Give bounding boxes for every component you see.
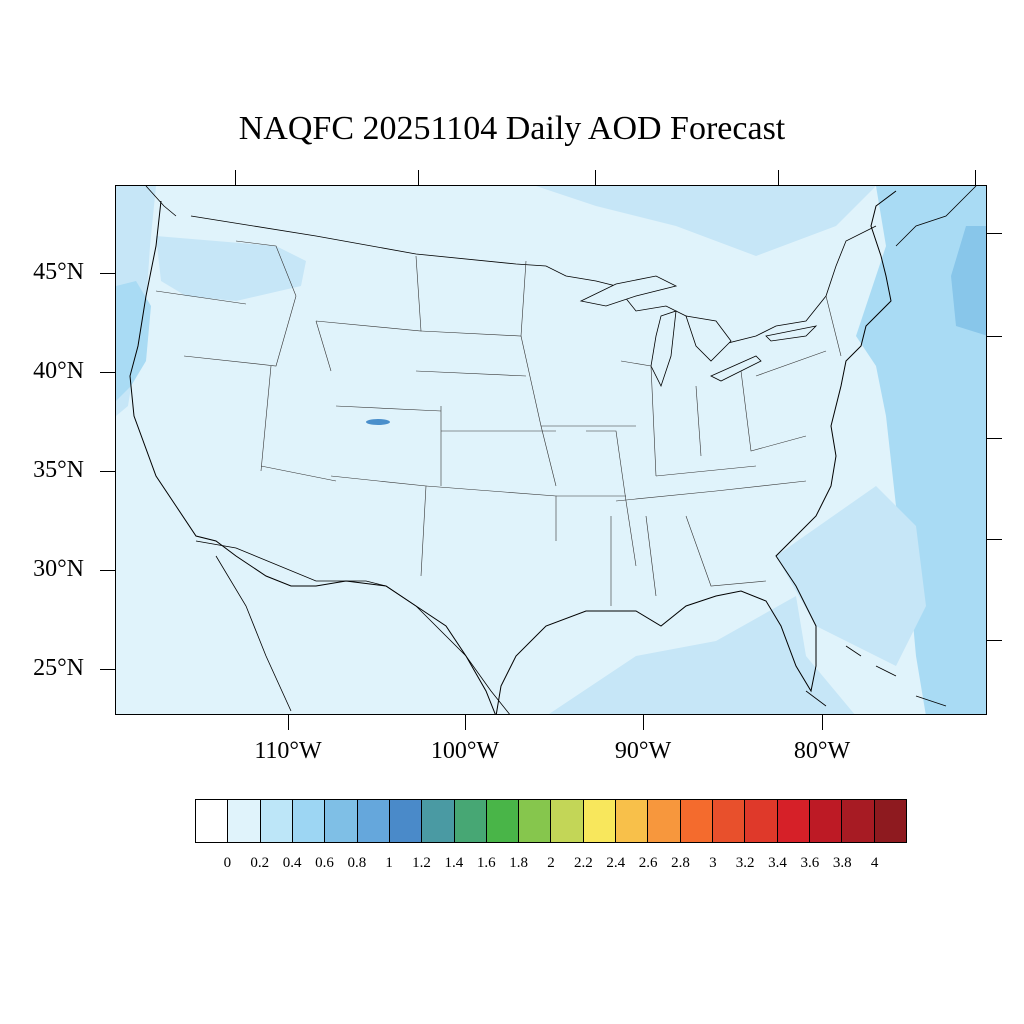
top-tick <box>975 170 976 185</box>
atlantic-haze-max <box>951 226 986 336</box>
vancouver-island <box>145 186 177 217</box>
left-tick <box>100 273 115 274</box>
map-title: NAQFC 20251104 Daily AOD Forecast <box>238 110 786 147</box>
bottom-tick <box>643 715 644 730</box>
colorbar-cell <box>616 800 649 842</box>
colorbar-cell <box>228 800 261 842</box>
top-tick <box>595 170 596 185</box>
colorbar-tick-label: 2.8 <box>671 855 690 871</box>
colorbar-tick-label: 0 <box>223 855 232 871</box>
colorbar <box>195 799 907 843</box>
lake-erie-ontario <box>710 325 818 382</box>
atlantic-haze <box>856 186 986 714</box>
nova-scotia <box>895 186 977 247</box>
left-tick <box>100 570 115 571</box>
state-boundaries <box>155 240 842 606</box>
colorbar-cell <box>809 800 843 842</box>
colorbar-tick-label: 0.4 <box>282 855 302 871</box>
lake-michigan <box>650 310 677 388</box>
right-tick <box>987 640 1002 641</box>
left-tick <box>100 669 115 670</box>
lat-label-25: 25°N <box>33 655 84 681</box>
colorbar-cell <box>519 800 552 842</box>
bottom-tick <box>822 715 823 730</box>
colorbar-tick-label: 3.8 <box>832 855 852 871</box>
colorbar-cell <box>583 800 617 842</box>
colorbar-cell <box>196 800 229 842</box>
colorbar-tick-label: 0.2 <box>250 855 270 871</box>
mexico-border <box>195 540 510 714</box>
left-tick <box>100 471 115 472</box>
lon-label-110w: 110°W <box>254 738 322 764</box>
colorbar-tick-label: 3.4 <box>768 855 787 871</box>
colorbar-cell <box>422 800 455 842</box>
top-tick <box>418 170 419 185</box>
colorado-hotspot <box>366 419 390 425</box>
colorbar-cell <box>389 800 423 842</box>
colorbar-cell <box>648 800 681 842</box>
colorbar-tick-label: 4 <box>870 855 879 871</box>
florida-keys <box>805 690 827 707</box>
colorbar-tick-label: 1.4 <box>444 855 464 871</box>
right-tick <box>987 539 1002 540</box>
baja-california <box>215 555 292 712</box>
colorbar-tick-label: 2.2 <box>573 855 593 871</box>
colorbar-tick-label: 2.4 <box>606 855 626 871</box>
colorbar-tick-label: 0.6 <box>315 855 334 871</box>
colorbar-tick-label: 3 <box>709 855 717 871</box>
lake-superior <box>579 275 678 307</box>
bottom-tick <box>465 715 466 730</box>
colorbar-tick-label: 1.6 <box>476 855 496 871</box>
colorbar-cell <box>292 800 326 842</box>
lon-label-100w: 100°W <box>430 738 500 764</box>
colorbar-tick-label: 3.6 <box>800 855 820 871</box>
conus-map <box>116 186 986 714</box>
right-tick <box>987 336 1002 337</box>
right-tick <box>987 438 1002 439</box>
colorbar-cell <box>260 800 293 842</box>
colorbar-tick-label: 0.8 <box>347 855 367 871</box>
gulf-haze <box>549 596 855 714</box>
colorbar-cell <box>486 800 520 842</box>
top-tick <box>235 170 236 185</box>
top-tick <box>778 170 779 185</box>
northwest-haze <box>156 236 306 301</box>
colorbar-tick-label: 1 <box>385 855 393 871</box>
lon-label-90w: 90°W <box>614 738 672 764</box>
colorbar-cell <box>777 800 810 842</box>
colorbar-cell <box>842 800 875 842</box>
bottom-tick <box>288 715 289 730</box>
colorbar-cell <box>551 800 584 842</box>
map-panel <box>115 185 987 715</box>
colorbar-tick-label: 2.6 <box>638 855 658 871</box>
colorbar-cell <box>680 800 713 842</box>
colorbar-cell <box>745 800 778 842</box>
left-tick <box>100 372 115 373</box>
colorbar-tick-label: 1.8 <box>509 855 528 871</box>
lat-label-45: 45°N <box>33 259 84 285</box>
colorbar-tick-label: 1.2 <box>412 855 431 871</box>
colorbar-cell <box>454 800 487 842</box>
colorbar-cell <box>325 800 358 842</box>
right-tick <box>987 233 1002 234</box>
lat-label-35: 35°N <box>33 457 84 483</box>
colorbar-tick-label: 2 <box>547 855 555 871</box>
colorbar-cell <box>874 800 906 842</box>
colorbar-cell <box>357 800 390 842</box>
canada-haze <box>536 186 876 256</box>
lon-label-80w: 80°W <box>793 738 851 764</box>
us-coastline <box>129 190 897 714</box>
bahamas <box>845 645 947 707</box>
pacific-haze-strong <box>116 281 151 401</box>
lake-huron <box>685 315 732 362</box>
lat-label-30: 30°N <box>33 556 84 582</box>
colorbar-cell <box>713 800 746 842</box>
lat-label-40: 40°N <box>33 358 84 384</box>
colorbar-tick-label: 3.2 <box>735 855 755 871</box>
